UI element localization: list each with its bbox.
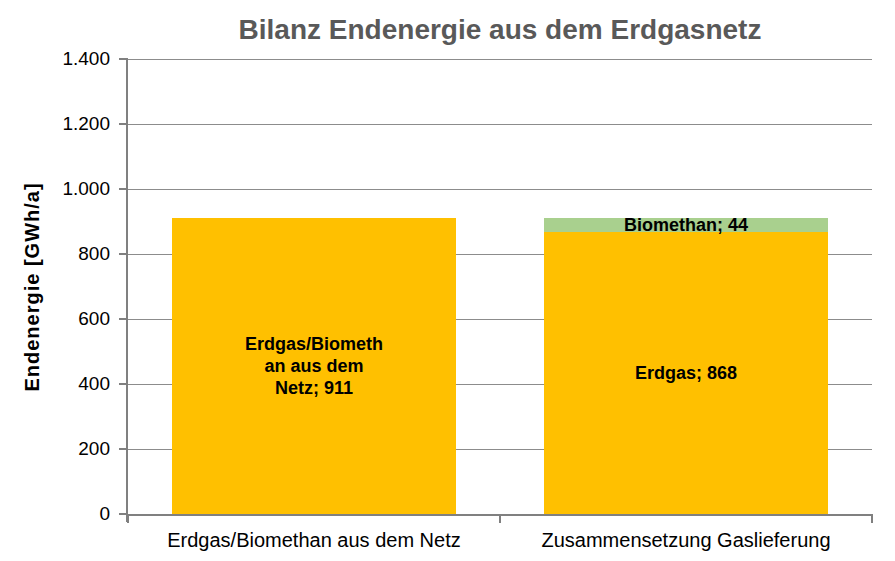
bar-segment-biomethan-44: Biomethan; 44 [544,218,828,232]
gridline [128,59,872,60]
y-axis-line [126,59,128,522]
bar-chart: Bilanz Endenergie aus dem Erdgasnetz End… [0,0,895,561]
y-axis-tick-label: 800 [36,243,110,265]
bar-segment-erdgas-868: Erdgas; 868 [544,232,828,514]
y-axis-title: Endenergie [GWh/a] [21,182,44,391]
bar-erdgas-biomethan-aus-dem-netz: Erdgas/Biometh an aus dem Netz; 911 [172,218,456,514]
data-label-biomethan-44: Biomethan; 44 [624,214,748,236]
gridline [128,189,872,190]
x-axis-category-label-1: Erdgas/Biomethan aus dem Netz [128,527,500,553]
data-label-erdgas-868: Erdgas; 868 [635,362,737,384]
plot-area: 02004006008001.0001.2001.400 Erdgas/Biom… [128,59,872,514]
gridline [128,124,872,125]
y-axis-tick-label: 1.000 [36,178,110,200]
y-axis-tick-label: 1.200 [36,113,110,135]
bar-segment-erdgas-biomethan-911: Erdgas/Biometh an aus dem Netz; 911 [172,218,456,514]
data-label-erdgas-biomethan-911: Erdgas/Biometh an aus dem Netz; 911 [245,333,383,399]
y-axis-tick-label: 200 [36,438,110,460]
x-axis-category-label-2: Zusammensetzung Gaslieferung [500,527,872,553]
bar-zusammensetzung-gaslieferung: Biomethan; 44 Erdgas; 868 [544,218,828,514]
y-axis-tick-label: 600 [36,308,110,330]
y-axis-tick-label: 1.400 [36,48,110,70]
y-axis-tick-label: 0 [36,503,110,525]
x-axis-line [126,514,872,516]
chart-title: Bilanz Endenergie aus dem Erdgasnetz [118,14,882,46]
y-axis-tick-label: 400 [36,373,110,395]
